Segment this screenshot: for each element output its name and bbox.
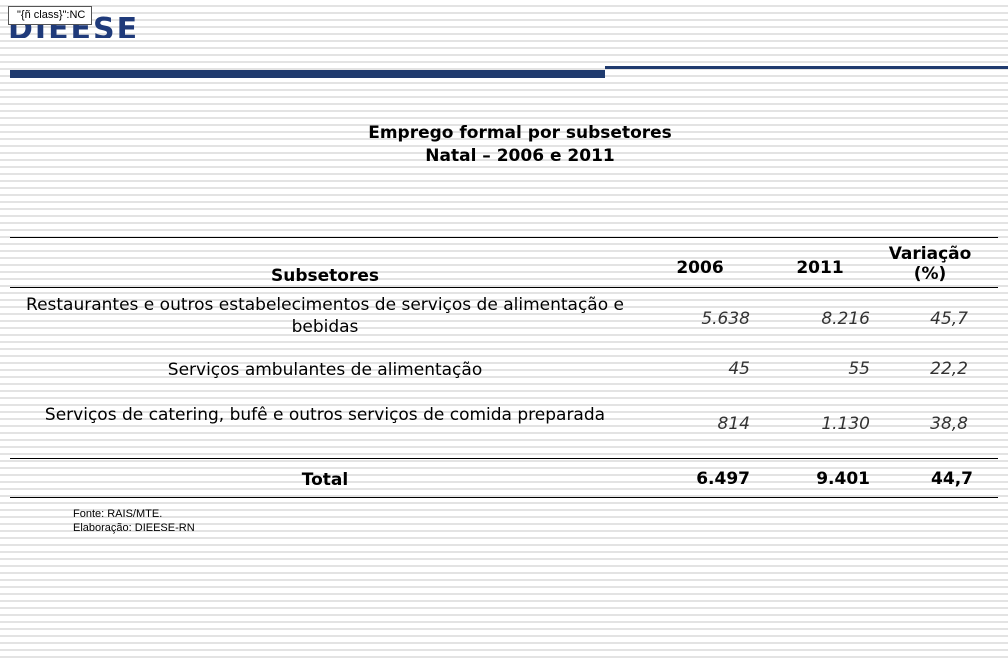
title: Emprego formal por subsetores Natal – 20… bbox=[0, 122, 1008, 168]
table-rule bbox=[10, 287, 998, 288]
cell: 5.638 bbox=[701, 309, 750, 329]
header-line bbox=[605, 66, 1008, 69]
cell: 8.216 bbox=[821, 309, 870, 329]
cell: 45 bbox=[728, 359, 750, 379]
cell: 45,7 bbox=[930, 309, 968, 329]
cell: 22,2 bbox=[930, 359, 968, 379]
cell: 814 bbox=[717, 414, 750, 434]
source-note: Fonte: RAIS/MTE. bbox=[73, 508, 163, 520]
row-label: Serviços de catering, bufê e outros serv… bbox=[44, 405, 606, 425]
total-cell: 44,7 bbox=[931, 469, 973, 489]
header-bar bbox=[10, 70, 605, 78]
total-cell: 9.401 bbox=[816, 469, 870, 489]
table-rule bbox=[10, 458, 998, 459]
cell: 55 bbox=[848, 359, 870, 379]
row-label: Serviços ambulantes de alimentação bbox=[167, 360, 483, 380]
column-header: 2011 bbox=[796, 258, 844, 278]
table-rule bbox=[10, 497, 998, 498]
row-label: Restaurantes e outros estabelecimentos d… bbox=[26, 295, 624, 337]
column-header: Subsetores bbox=[270, 266, 379, 286]
table-rule bbox=[10, 237, 998, 238]
total-cell: 6.497 bbox=[696, 469, 750, 489]
badge: "{ñ class}":NC bbox=[8, 6, 93, 25]
title-line: Emprego formal por subsetores bbox=[368, 123, 672, 143]
cell: 38,8 bbox=[930, 414, 968, 434]
column-header: Variação (%) bbox=[888, 244, 972, 284]
column-header: 2006 bbox=[676, 258, 724, 278]
title-line: Natal – 2006 e 2011 bbox=[425, 146, 615, 166]
cell: 1.130 bbox=[821, 414, 870, 434]
source-note: Elaboração: DIEESE-RN bbox=[73, 522, 195, 534]
total-label: Total bbox=[301, 470, 349, 490]
